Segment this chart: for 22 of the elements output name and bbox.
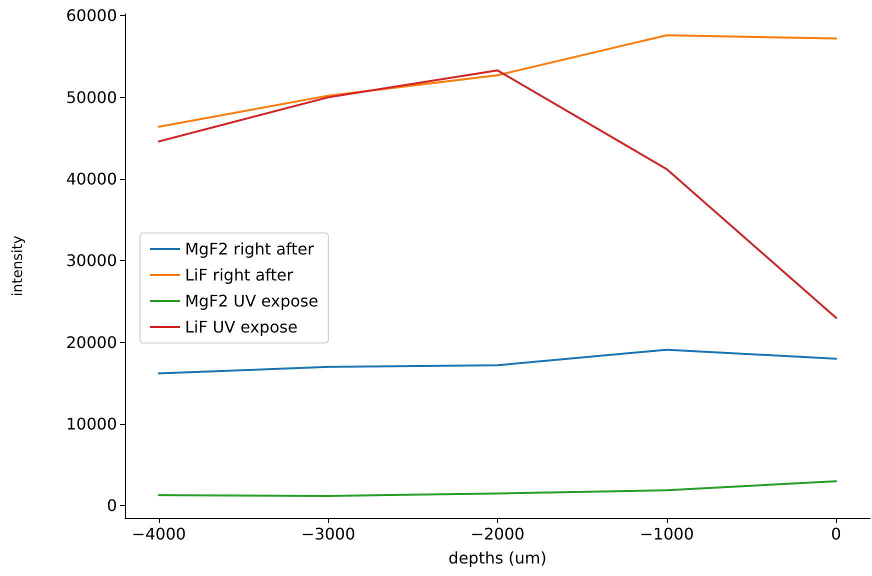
legend-label: LiF right after [185,266,294,284]
legend-label: LiF UV expose [185,318,298,336]
y-tick-label: 20000 [66,332,117,352]
x-axis-title: depths (um) [448,548,547,568]
legend-label: MgF2 UV expose [185,292,318,310]
legend-label: MgF2 right after [185,240,314,258]
x-tick-label: −1000 [640,524,694,544]
x-tick-label: 0 [831,524,842,544]
y-axis-title: intensity [10,236,26,296]
y-tick-label: 0 [106,496,117,516]
y-tick-label: 10000 [66,414,117,434]
y-tick-label: 50000 [66,88,117,107]
y-tick-label: 30000 [66,251,117,270]
line-series [158,480,838,497]
line-series [158,69,838,319]
y-tick-label: 40000 [66,170,117,189]
line-series [158,34,838,128]
y-tick-label: 60000 [66,6,117,26]
line-series [158,348,838,374]
x-tick-label: −2000 [470,524,525,544]
x-tick-label: −4000 [132,524,186,544]
x-tick-label: −3000 [301,524,356,544]
